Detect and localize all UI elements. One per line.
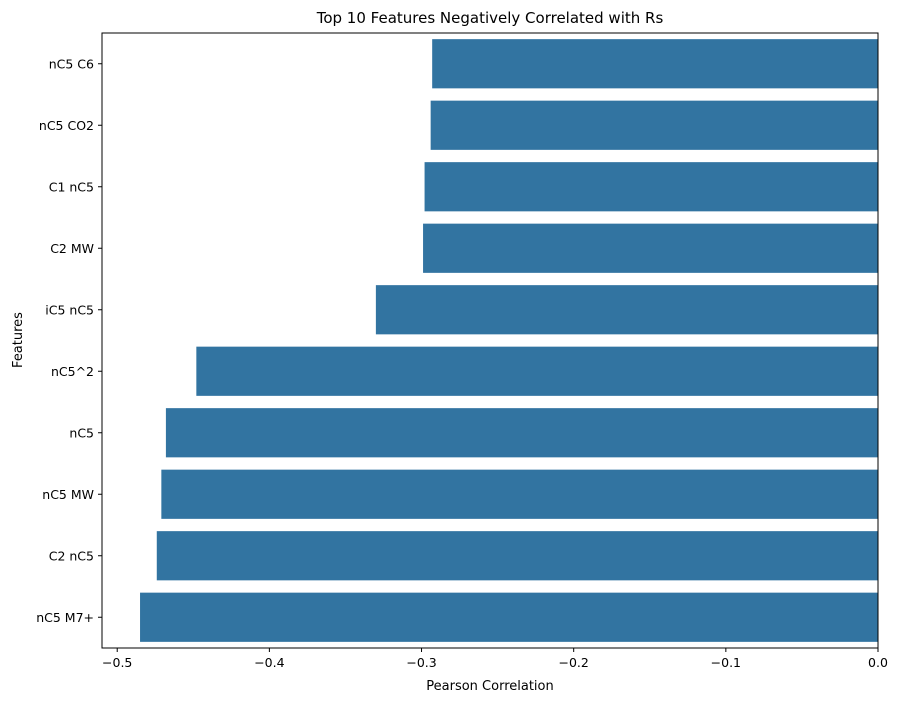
y-tick-label: nC5 CO2: [39, 118, 94, 133]
y-tick-label: C1 nC5: [49, 179, 94, 194]
bar: [196, 346, 878, 396]
bar: [161, 469, 878, 519]
x-tick-label: −0.3: [406, 655, 436, 670]
y-tick-label: nC5^2: [51, 364, 94, 379]
y-tick-label: nC5 MW: [42, 487, 94, 502]
bar: [424, 162, 878, 212]
chart-title: Top 10 Features Negatively Correlated wi…: [316, 9, 664, 27]
bars-group: [140, 39, 879, 642]
plot-frame: [101, 32, 879, 649]
x-tick-label: 0.0: [868, 655, 888, 670]
bar: [432, 39, 878, 89]
y-tick-label: C2 MW: [50, 241, 94, 256]
bar: [375, 285, 878, 335]
x-tick-label: −0.1: [711, 655, 741, 670]
bar: [430, 100, 878, 150]
bar: [156, 531, 878, 581]
bar: [165, 408, 878, 458]
x-tick-label: −0.4: [254, 655, 284, 670]
y-tick-label: iC5 nC5: [45, 302, 94, 317]
bar: [423, 223, 878, 273]
y-tick-label: nC5 C6: [49, 56, 94, 71]
bar: [140, 592, 879, 642]
x-tick-label: −0.5: [102, 655, 132, 670]
x-ticks: −0.5 −0.4 −0.3 −0.2 −0.1 0.0: [102, 648, 888, 670]
y-tick-label: C2 nC5: [49, 548, 94, 563]
x-tick-label: −0.2: [559, 655, 589, 670]
x-axis-label: Pearson Correlation: [426, 679, 553, 694]
y-axis-label: Features: [11, 312, 26, 368]
y-ticks: nC5 C6 nC5 CO2 C1 nC5 C2 MW iC5 nC5 nC5^2 nC5 n…: [36, 56, 102, 625]
y-tick-label: nC5: [69, 425, 94, 440]
y-tick-label: nC5 M7+: [36, 610, 94, 625]
